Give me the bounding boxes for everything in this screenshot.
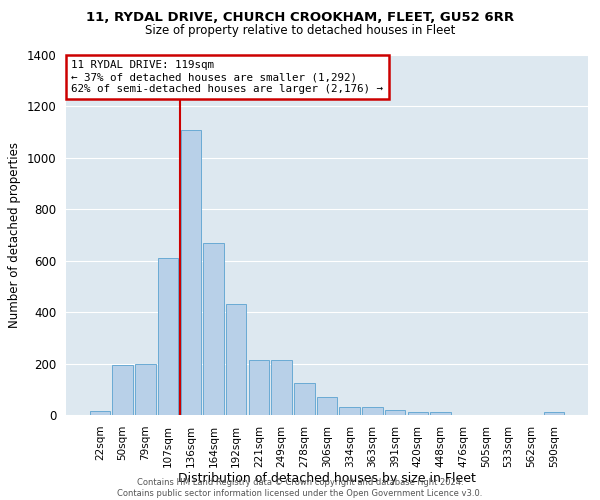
- Y-axis label: Number of detached properties: Number of detached properties: [8, 142, 21, 328]
- Bar: [135, 364, 155, 415]
- Bar: [294, 383, 314, 415]
- Bar: [158, 258, 178, 415]
- X-axis label: Distribution of detached houses by size in Fleet: Distribution of detached houses by size …: [178, 472, 476, 486]
- Bar: [112, 365, 133, 415]
- Bar: [90, 411, 110, 415]
- Bar: [203, 242, 224, 415]
- Bar: [226, 304, 247, 415]
- Bar: [271, 360, 292, 415]
- Bar: [181, 130, 201, 415]
- Text: 11 RYDAL DRIVE: 119sqm
← 37% of detached houses are smaller (1,292)
62% of semi-: 11 RYDAL DRIVE: 119sqm ← 37% of detached…: [71, 60, 383, 94]
- Bar: [430, 412, 451, 415]
- Bar: [248, 360, 269, 415]
- Bar: [317, 397, 337, 415]
- Bar: [407, 412, 428, 415]
- Bar: [362, 408, 383, 415]
- Bar: [385, 410, 406, 415]
- Text: Size of property relative to detached houses in Fleet: Size of property relative to detached ho…: [145, 24, 455, 37]
- Text: 11, RYDAL DRIVE, CHURCH CROOKHAM, FLEET, GU52 6RR: 11, RYDAL DRIVE, CHURCH CROOKHAM, FLEET,…: [86, 11, 514, 24]
- Text: Contains HM Land Registry data © Crown copyright and database right 2024.
Contai: Contains HM Land Registry data © Crown c…: [118, 478, 482, 498]
- Bar: [544, 412, 564, 415]
- Bar: [340, 408, 360, 415]
